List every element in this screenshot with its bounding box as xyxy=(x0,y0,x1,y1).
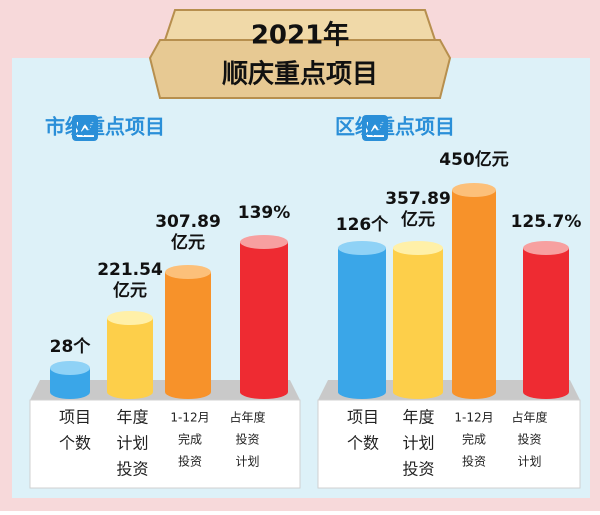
panel-icon xyxy=(72,115,98,141)
panel-title: 区级重点项目 xyxy=(335,115,455,139)
category-label: 项目 xyxy=(347,408,379,427)
cylinder-top xyxy=(393,241,443,255)
value-label: 亿元 xyxy=(401,209,435,230)
cylinder-body xyxy=(523,248,569,392)
panel-title: 市级重点项目 xyxy=(45,115,165,139)
cylinder-top xyxy=(165,265,211,279)
category-label: 投资 xyxy=(462,454,486,469)
cylinder-body xyxy=(107,318,153,392)
category-label: 1-12月 xyxy=(454,411,493,425)
category-label: 计划 xyxy=(402,434,434,453)
category-label: 计划 xyxy=(116,434,148,453)
value-label: 307.89 xyxy=(155,212,221,232)
value-label: 139% xyxy=(238,203,291,223)
cylinder-top xyxy=(107,311,153,325)
value-label: 125.7% xyxy=(511,212,582,232)
category-label: 占年度 xyxy=(511,410,547,425)
cylinder-top xyxy=(240,235,288,249)
category-label: 年度 xyxy=(116,408,148,427)
cylinder-body xyxy=(338,248,386,392)
header-title: 顺庆重点项目 xyxy=(222,59,378,90)
header-plaque xyxy=(148,39,452,99)
category-label: 投资 xyxy=(116,460,148,479)
value-label: 450亿元 xyxy=(439,149,509,170)
header-year: 2021年 xyxy=(251,20,349,51)
cylinder-body xyxy=(393,248,443,392)
value-label: 亿元 xyxy=(171,232,205,253)
value-label: 221.54 xyxy=(97,260,163,280)
value-label: 28个 xyxy=(50,336,92,357)
cylinder-top xyxy=(338,241,386,255)
category-label: 完成 xyxy=(178,432,202,447)
value-label: 亿元 xyxy=(113,280,147,301)
category-label: 计划 xyxy=(235,455,259,469)
panel-icon xyxy=(362,115,388,141)
cylinder-body xyxy=(240,242,288,392)
category-label: 年度 xyxy=(402,408,434,427)
category-label: 计划 xyxy=(517,455,541,469)
category-label: 投资 xyxy=(517,432,541,447)
cylinder-body xyxy=(165,272,211,392)
category-label: 完成 xyxy=(462,432,486,447)
cylinder-top xyxy=(50,361,90,375)
category-label: 个数 xyxy=(59,434,91,453)
panel-icon-chart xyxy=(366,121,384,137)
cylinder-body xyxy=(452,190,496,392)
panels: 市级重点项目28个项目个数221.54亿元年度计划投资307.89亿元1-12月… xyxy=(29,115,582,489)
value-label: 126个 xyxy=(336,214,389,235)
base-label-area xyxy=(317,399,581,489)
cylinder-top xyxy=(452,183,496,197)
panel-icon-chart xyxy=(76,121,94,137)
category-label: 投资 xyxy=(178,454,202,469)
category-label: 个数 xyxy=(347,434,379,453)
category-label: 项目 xyxy=(59,408,91,427)
header-top xyxy=(163,9,437,41)
category-label: 占年度 xyxy=(229,410,265,425)
cylinder-top xyxy=(523,241,569,255)
base-label-area xyxy=(29,399,301,489)
category-label: 投资 xyxy=(402,460,434,479)
value-label: 357.89 xyxy=(385,189,451,209)
category-label: 投资 xyxy=(235,432,259,447)
category-label: 1-12月 xyxy=(170,411,209,425)
